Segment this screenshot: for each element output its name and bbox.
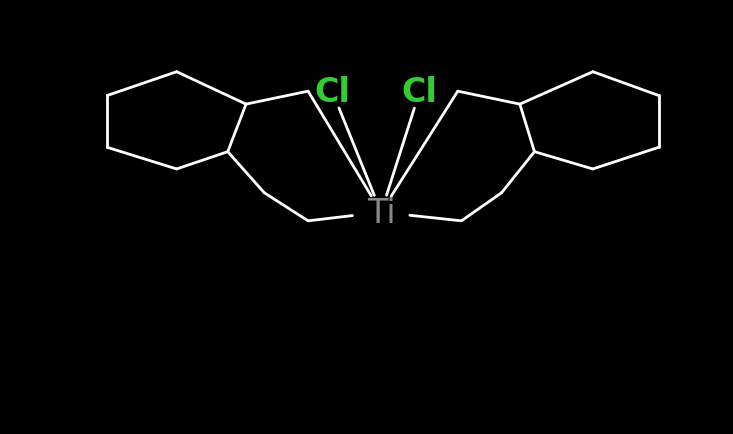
Text: Cl: Cl bbox=[402, 76, 438, 108]
Text: Cl: Cl bbox=[314, 76, 350, 108]
Text: Ti: Ti bbox=[366, 196, 395, 229]
